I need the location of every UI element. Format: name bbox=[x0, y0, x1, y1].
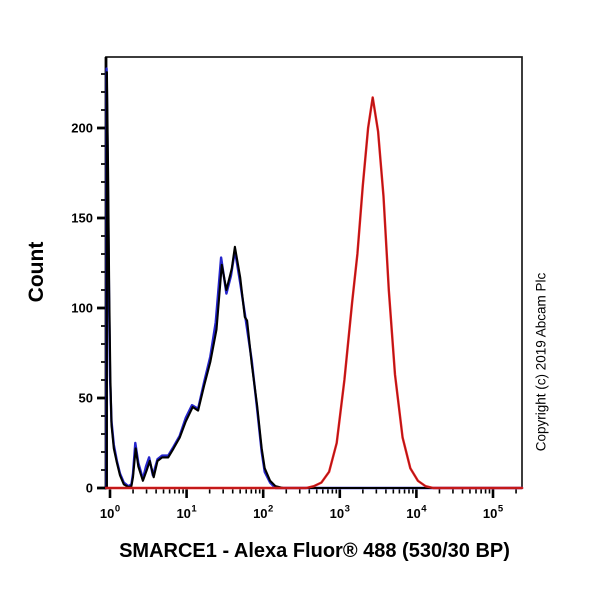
y-tick-label: 50 bbox=[79, 391, 93, 406]
x-tick-label: 103 bbox=[330, 504, 350, 522]
copyright-notice: Copyright (c) 2019 Abcam Plc bbox=[533, 272, 549, 452]
blue-curve bbox=[105, 67, 524, 490]
y-tick-label: 150 bbox=[71, 211, 93, 226]
red-curve bbox=[104, 96, 524, 490]
y-axis-title: Count bbox=[25, 241, 48, 303]
x-axis-title: SMARCE1 - Alexa Fluor® 488 (530/30 BP) bbox=[119, 540, 510, 562]
x-tick-label: 104 bbox=[406, 504, 427, 522]
x-tick-label: 101 bbox=[176, 504, 197, 522]
black-curve bbox=[105, 71, 524, 490]
plot-border bbox=[105, 56, 523, 489]
x-tick-label: 102 bbox=[253, 504, 273, 522]
y-tick-label: 200 bbox=[71, 121, 93, 136]
y-tick-label: 0 bbox=[86, 481, 93, 496]
red-curve-core bbox=[105, 96, 523, 489]
x-tick-label: 100 bbox=[100, 504, 120, 522]
y-tick-label: 100 bbox=[71, 301, 93, 316]
x-tick-label: 105 bbox=[483, 504, 504, 522]
